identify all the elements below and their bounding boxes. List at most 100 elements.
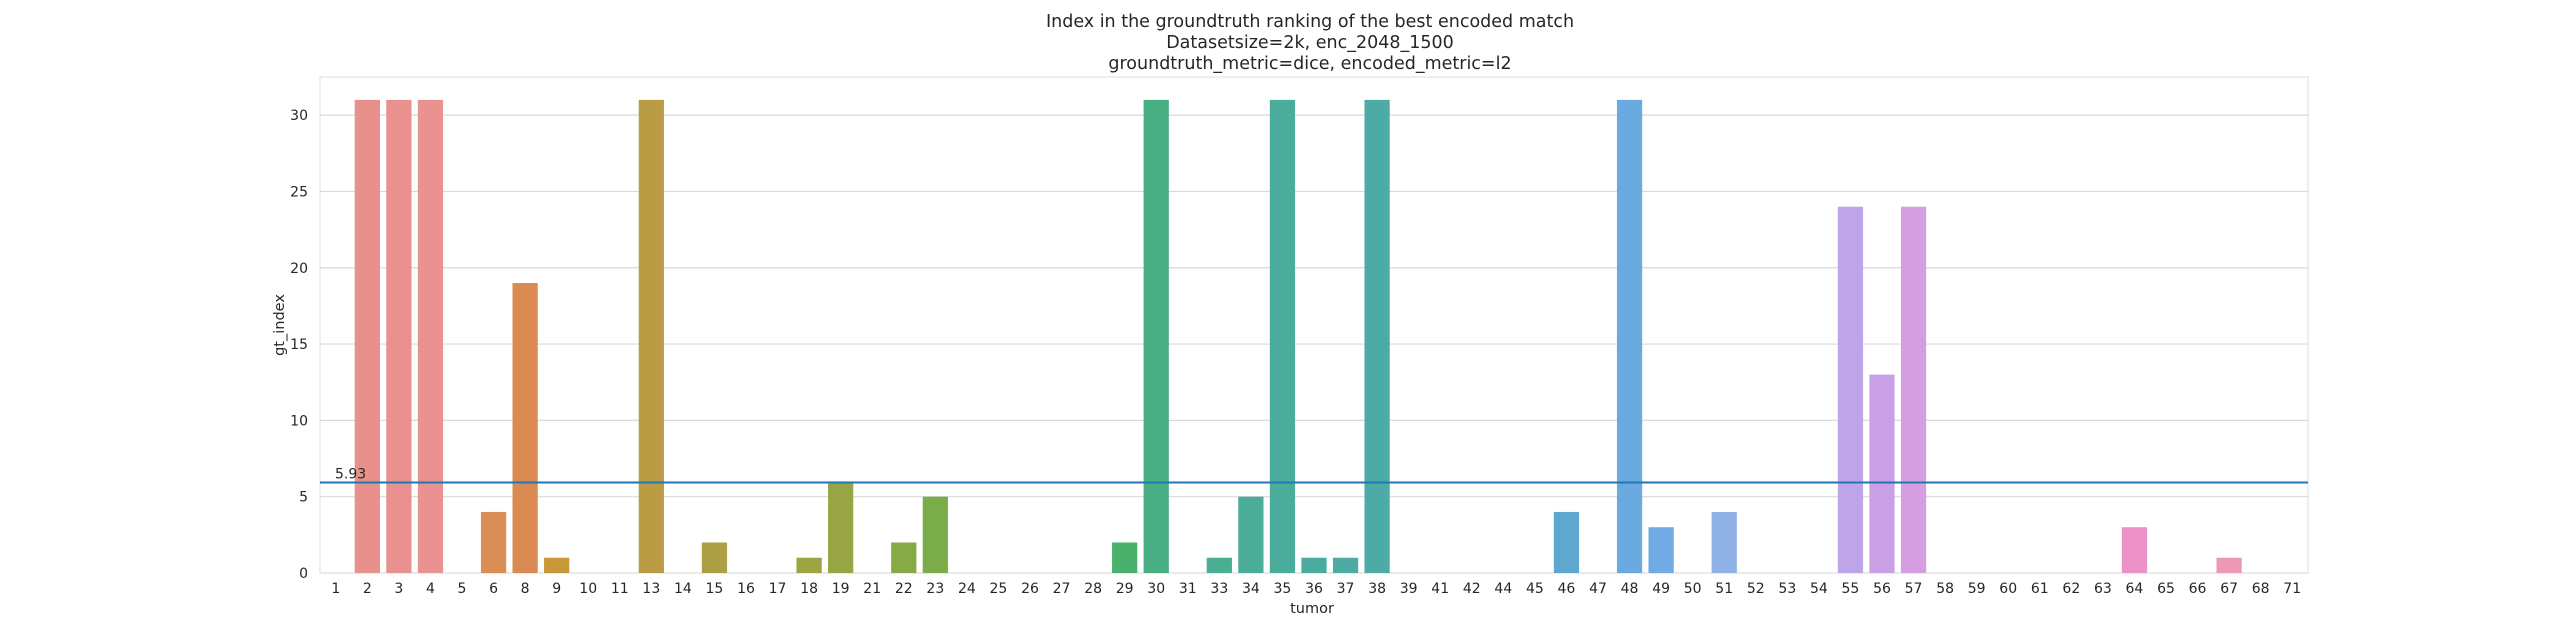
x-tick-label: 39: [1400, 581, 1418, 597]
mean-line-group: 5.93: [320, 466, 2308, 484]
chart-title: Index in the groundtruth ranking of the …: [1046, 12, 1574, 74]
y-tick-label: 25: [290, 184, 308, 200]
x-tick-label: 21: [863, 581, 881, 597]
x-tick-label: 16: [737, 581, 755, 597]
x-tick-label: 24: [958, 581, 976, 597]
x-tick-label: 28: [1084, 581, 1102, 597]
x-tick-label: 8: [521, 581, 530, 597]
bar-tumor-35: [1269, 99, 1296, 574]
bar-tumor-30: [1143, 99, 1169, 574]
x-tick-label: 22: [895, 581, 913, 597]
bar-tumor-51: [1711, 511, 1737, 573]
title-line-3: groundtruth_metric=dice, encoded_metric=…: [1108, 54, 1511, 74]
bar-tumor-2: [354, 99, 380, 574]
x-tick-label: 23: [926, 581, 944, 597]
x-tick-label: 47: [1589, 581, 1607, 597]
x-tick-label: 66: [2189, 581, 2207, 597]
x-tick-label: 68: [2252, 581, 2270, 597]
bar-tumor-13: [638, 99, 664, 574]
bar-tumor-15: [701, 542, 728, 573]
bar-tumor-18: [796, 557, 822, 573]
x-tick-label: 49: [1652, 581, 1670, 597]
x-tick-label: 64: [2126, 581, 2144, 597]
x-tick-label: 34: [1242, 581, 1260, 597]
y-gridlines: [320, 114, 2308, 574]
bar-tumor-23: [922, 496, 948, 573]
x-tick-label: 57: [1905, 581, 1923, 597]
x-tick-label: 31: [1179, 581, 1197, 597]
bar-tumor-37: [1332, 557, 1359, 573]
x-tick-label: 29: [1116, 581, 1134, 597]
x-tick-label: 42: [1463, 581, 1481, 597]
bar-tumor-57: [1900, 206, 1927, 573]
x-tick-label: 2: [363, 581, 372, 597]
x-tick-label: 50: [1684, 581, 1702, 597]
x-tick-label: 17: [769, 581, 787, 597]
x-tick-label: 25: [990, 581, 1008, 597]
x-tick-label: 5: [458, 581, 467, 597]
bar-tumor-3: [386, 99, 412, 574]
x-tick-label: 6: [489, 581, 498, 597]
x-tick-label: 3: [394, 581, 403, 597]
x-tick-label: 63: [2094, 581, 2112, 597]
bar-tumor-29: [1112, 542, 1138, 573]
x-tick-label: 71: [2283, 581, 2301, 597]
x-tick-label: 36: [1305, 581, 1323, 597]
x-tick-label: 38: [1368, 581, 1386, 597]
bar-tumor-9: [544, 557, 570, 573]
x-tick-label: 45: [1526, 581, 1544, 597]
bar-tumor-4: [417, 99, 444, 574]
x-tick-label: 13: [642, 581, 660, 597]
y-tick-label: 20: [290, 261, 308, 277]
x-tick-label: 65: [2157, 581, 2175, 597]
x-tick-label: 56: [1873, 581, 1891, 597]
bar-tumor-6: [480, 511, 507, 573]
bar-tumor-55: [1837, 206, 1864, 573]
x-axis-label: tumor: [1290, 601, 1334, 617]
x-tick-label: 52: [1747, 581, 1765, 597]
x-tick-label: 61: [2031, 581, 2049, 597]
x-tick-label: 67: [2220, 581, 2238, 597]
x-tick-label: 51: [1715, 581, 1733, 597]
x-tick-label: 1: [331, 581, 340, 597]
x-tick-label: 59: [1968, 581, 1986, 597]
bar-tumor-38: [1364, 99, 1390, 574]
bars: [354, 99, 2242, 574]
x-tick-label: 15: [706, 581, 724, 597]
x-tick-label: 46: [1558, 581, 1576, 597]
x-tick-label: 35: [1274, 581, 1292, 597]
x-tick-label: 44: [1494, 581, 1512, 597]
x-tick-label: 48: [1621, 581, 1639, 597]
y-tick-label: 0: [299, 566, 308, 582]
bar-tumor-67: [2216, 557, 2242, 573]
x-tick-label: 19: [832, 581, 850, 597]
x-tick-label: 58: [1936, 581, 1954, 597]
bar-tumor-48: [1616, 99, 1643, 574]
x-tick-label: 26: [1021, 581, 1039, 597]
x-tick-label: 9: [552, 581, 561, 597]
x-tick-label: 60: [1999, 581, 2017, 597]
bar-tumor-19: [828, 481, 854, 573]
x-tick-label: 37: [1337, 581, 1355, 597]
x-tick-label: 54: [1810, 581, 1828, 597]
x-tick-label: 41: [1431, 581, 1449, 597]
x-tick-label: 33: [1210, 581, 1228, 597]
x-tick-label: 10: [579, 581, 597, 597]
x-tick-label: 55: [1842, 581, 1860, 597]
y-tick-label: 15: [290, 337, 308, 353]
x-tick-label: 30: [1147, 581, 1165, 597]
y-axis-ticks: 0 5 10 15 20 25 30: [290, 108, 308, 582]
x-axis-ticks: 1 2 3 4 5 6 8 9 10 11 13 14 15 16 17 18 19 21 22 23 24 25 26 27…: [331, 581, 2301, 597]
bar-tumor-22: [891, 542, 917, 573]
x-tick-label: 18: [800, 581, 818, 597]
bar-tumor-49: [1648, 527, 1674, 573]
plot-area-frame: [319, 76, 2309, 574]
x-tick-label: 14: [674, 581, 692, 597]
bar-tumor-46: [1553, 511, 1580, 573]
title-line-1: Index in the groundtruth ranking of the …: [1046, 12, 1574, 32]
y-tick-label: 10: [290, 413, 308, 429]
y-axis-label: gt_index: [272, 294, 288, 356]
x-tick-label: 27: [1053, 581, 1071, 597]
bar-tumor-8: [512, 283, 538, 573]
